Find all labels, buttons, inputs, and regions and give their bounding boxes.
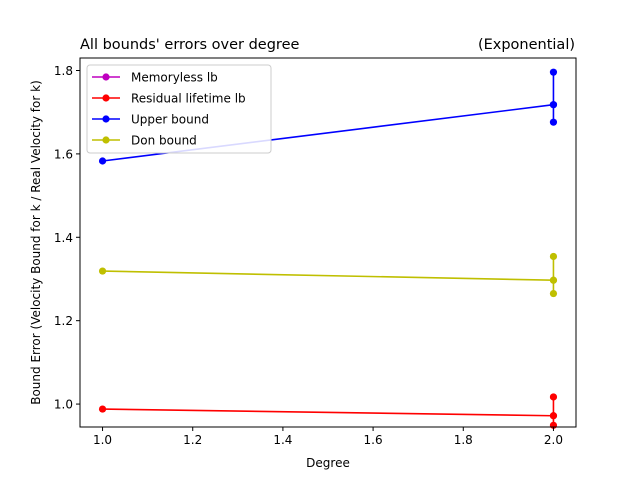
data-point-residual-lifetime-lb	[98, 405, 107, 413]
x-tick-label: 1.4	[273, 433, 292, 447]
data-point-don-bound	[549, 252, 558, 261]
y-tick-label: 1.8	[54, 64, 73, 78]
legend-label-memoryless-lb: Memoryless lb	[131, 71, 218, 85]
chart-title-right: (Exponential)	[478, 37, 575, 53]
data-point-residual-lifetime-lb	[549, 393, 558, 401]
plot-frame	[79, 57, 577, 428]
y-tick-label: 1.4	[54, 231, 73, 245]
y-axis-label: Bound Error (Velocity Bound for k / Real…	[29, 80, 43, 405]
legend-box	[86, 64, 272, 154]
data-point-upper-bound	[98, 157, 107, 165]
y-tick-label: 1.2	[54, 314, 73, 328]
x-tick-label: 1.6	[364, 433, 383, 447]
chart-title-left: All bounds' errors over degree	[80, 37, 299, 53]
y-tick-label: 1.6	[54, 147, 73, 161]
data-point-don-bound	[98, 267, 107, 275]
series-layer	[98, 68, 558, 429]
data-point-upper-bound	[549, 68, 558, 76]
x-tick-label: 1.0	[93, 433, 112, 447]
legend-label-residual-lifetime-lb: Residual lifetime lb	[131, 92, 246, 106]
data-point-upper-bound	[549, 118, 558, 126]
y-tick-label: 1.0	[54, 398, 73, 412]
x-tick-label: 2.0	[544, 433, 563, 447]
series-line-don-bound-main	[102, 270, 554, 282]
legend-marker-upper-bound	[102, 115, 110, 123]
legend-marker-residual-lifetime-lb	[102, 94, 110, 102]
legend-marker-memoryless-lb	[102, 73, 110, 81]
legend-label-don-bound: Don bound	[131, 134, 197, 148]
series-line-residual-lifetime-lb-main	[102, 408, 554, 417]
x-axis-label: Degree	[306, 456, 350, 470]
y-axis-ticks: 1.0 1.2 1.4 1.6 1.8	[54, 64, 80, 412]
x-axis-ticks: 1.0 1.2 1.4 1.6 1.8 2.0	[93, 427, 563, 447]
data-point-residual-lifetime-lb	[549, 412, 558, 420]
x-tick-label: 1.2	[183, 433, 202, 447]
data-point-upper-bound	[549, 101, 558, 109]
data-point-don-bound	[549, 276, 558, 284]
legend: Memoryless lb Residual lifetime lb Upper b…	[86, 64, 272, 154]
data-point-don-bound	[549, 289, 558, 298]
x-tick-label: 1.8	[454, 433, 473, 447]
legend-label-upper-bound: Upper bound	[131, 113, 209, 127]
legend-marker-don-bound	[102, 136, 110, 144]
